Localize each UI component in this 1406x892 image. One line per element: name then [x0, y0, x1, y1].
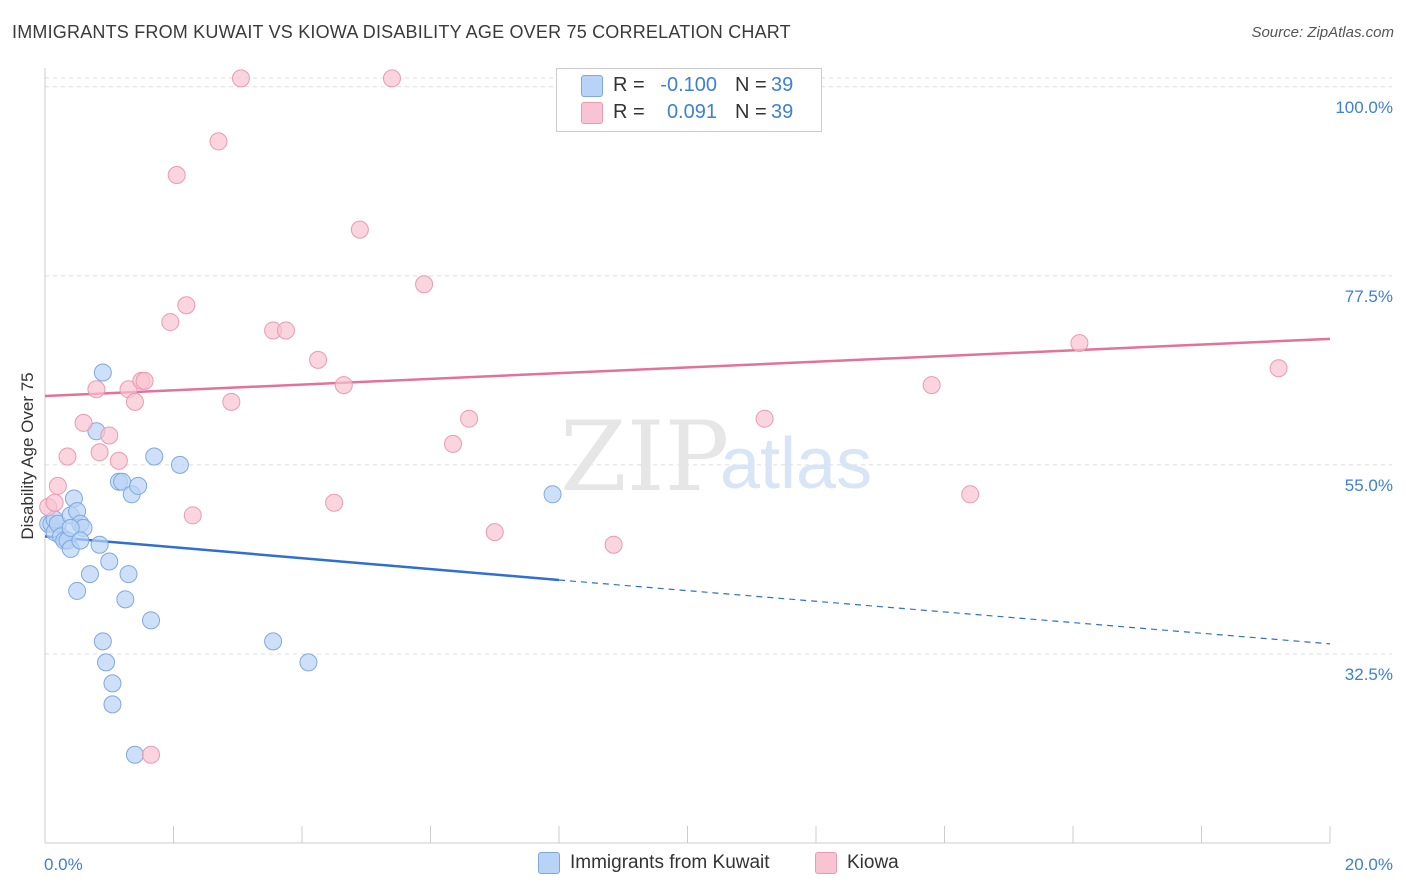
stats-legend: R = -0.100 N = 39 R = 0.091 N = 39 [556, 68, 822, 132]
kiowa-point [161, 313, 180, 332]
y-tick-label: 32.5% [1345, 665, 1393, 684]
kuwait-legend-label: Immigrants from Kuwait [570, 852, 770, 874]
kiowa-point [125, 392, 144, 411]
kuwait-point [119, 565, 138, 584]
y-axis-title: Disability Age Over 75 [18, 372, 37, 539]
kuwait-point [97, 653, 116, 672]
kiowa-point [460, 409, 479, 428]
kuwait-point [80, 565, 99, 584]
kuwait-legend-swatch [538, 852, 560, 874]
kiowa-legend-label: Kiowa [847, 852, 899, 874]
kuwait-point [61, 518, 80, 537]
r-label: R = [613, 101, 645, 123]
kiowa-legend-swatch [815, 852, 837, 874]
kiowa-point [135, 371, 154, 390]
y-tick-label: 100.0% [1335, 98, 1393, 117]
n-value: 39 [771, 101, 794, 123]
kiowa-point [183, 506, 202, 525]
kuwait-point [90, 535, 109, 554]
kuwait-trend-extension [558, 579, 1331, 645]
kiowa-point [755, 409, 774, 428]
kiowa-point [109, 451, 128, 470]
kuwait-point [71, 531, 90, 550]
kuwait-point [116, 590, 135, 609]
kiowa-point [382, 69, 401, 88]
chart-title: IMMIGRANTS FROM KUWAIT VS KIOWA DISABILI… [12, 22, 791, 42]
legend-row-kiowa: R = 0.091 N = 39 [581, 101, 793, 127]
kuwait-point [142, 611, 161, 630]
kiowa-point [177, 296, 196, 315]
n-label: N = [735, 101, 767, 123]
kiowa-point [485, 523, 504, 542]
kiowa-point [90, 443, 109, 462]
n-label: N = [735, 74, 767, 96]
y-tick-label: 55.0% [1345, 476, 1393, 495]
kiowa-point [100, 426, 119, 445]
kiowa-point [1070, 334, 1089, 353]
kuwait-point [100, 552, 119, 571]
kuwait-point [299, 653, 318, 672]
x-tick-label-min: 0.0% [44, 855, 83, 874]
n-value: 39 [771, 74, 794, 96]
source-label: Source: ZipAtlas.com [1251, 24, 1394, 41]
kiowa-point [48, 476, 67, 495]
kiowa-point [58, 447, 77, 466]
r-label: R = [613, 74, 645, 96]
kuwait-point [103, 695, 122, 714]
series-legend: Immigrants from Kuwait Kiowa [0, 852, 1406, 878]
kiowa-point [167, 166, 186, 185]
kiowa-point [222, 392, 241, 411]
kuwait-point [93, 632, 112, 651]
kuwait-point [103, 674, 122, 693]
kuwait-trend-line [44, 535, 560, 582]
kiowa-point [231, 69, 250, 88]
kiowa-point [1269, 359, 1288, 378]
watermark-atlas: atlas [720, 424, 872, 504]
kiowa-point [276, 321, 295, 340]
kiowa-swatch [581, 101, 603, 124]
kiowa-point [604, 535, 623, 554]
kiowa-point [209, 132, 228, 151]
r-value: -0.100 [660, 74, 717, 96]
trend-lines [44, 337, 1331, 645]
kiowa-point [961, 485, 980, 504]
kuwait-point [68, 581, 87, 600]
axis-labels: 32.5% 55.0% 77.5% 100.0% 0.0% 20.0% Disability… [18, 98, 1393, 874]
data-points [39, 69, 1288, 764]
y-tick-label: 77.5% [1345, 287, 1393, 306]
kuwait-point [93, 363, 112, 382]
kiowa-point [334, 376, 353, 395]
kiowa-point [309, 350, 328, 369]
kiowa-point [87, 380, 106, 399]
kiowa-point [922, 376, 941, 395]
kiowa-point [350, 220, 369, 239]
kiowa-trend-line [44, 337, 1331, 398]
kiowa-point [415, 275, 434, 294]
watermark-zip: ZIP [560, 401, 729, 513]
legend-item-kiowa: Kiowa [815, 852, 899, 874]
kiowa-point [443, 434, 462, 453]
kiowa-point [45, 493, 64, 512]
x-tick-label-max: 20.0% [1345, 855, 1393, 874]
kuwait-point [129, 476, 148, 495]
kuwait-swatch [581, 74, 603, 97]
axes [44, 68, 1331, 844]
kiowa-point [74, 413, 93, 432]
kiowa-point [325, 493, 344, 512]
legend-item-kuwait: Immigrants from Kuwait [538, 852, 770, 874]
watermark: ZIP atlas [560, 401, 872, 513]
kuwait-point [264, 632, 283, 651]
legend-row-kuwait: R = -0.100 N = 39 [581, 74, 793, 100]
kuwait-point [170, 455, 189, 474]
r-value: 0.091 [666, 101, 717, 123]
kuwait-point [543, 485, 562, 504]
kuwait-point [145, 447, 164, 466]
kiowa-point [142, 745, 161, 764]
kuwait-point [125, 745, 144, 764]
